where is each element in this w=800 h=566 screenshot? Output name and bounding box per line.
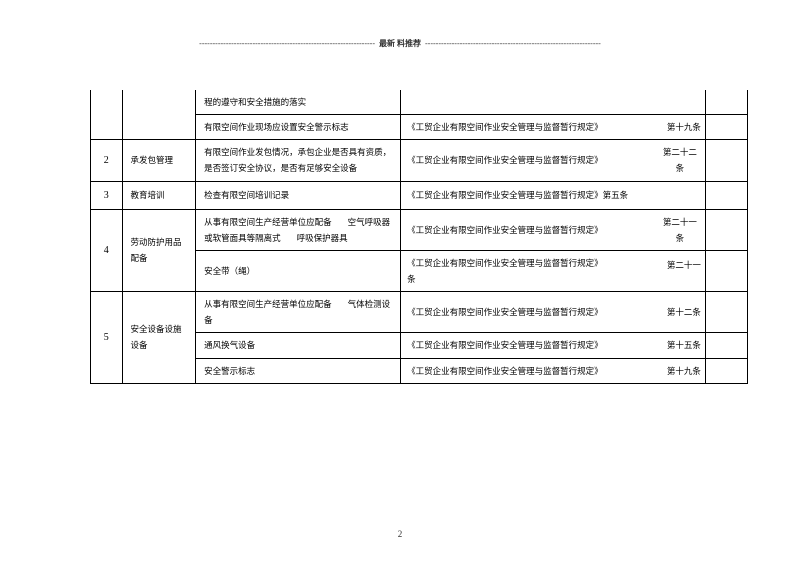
row-article: 第十二条 [653, 292, 706, 333]
row-empty [705, 292, 747, 333]
regulation-table: 程的遵守和安全措施的落实 有限空间作业现场应设置安全警示标志 《工贸企业有限空间… [90, 90, 748, 384]
row-reference: 《工贸企业有限空间作业安全管理与监督暂行规定》 [401, 333, 653, 358]
page-number: 2 [0, 529, 800, 539]
row-description: 有限空间作业发包情况，承包企业是否具有资质，是否签订安全协议，是否有足够安全设备 [196, 140, 401, 181]
row-empty [705, 250, 747, 291]
row-description: 安全警示标志 [196, 358, 401, 383]
row-number: 4 [91, 209, 123, 292]
row-reference: 《工贸企业有限空间作业安全管理与监督暂行规定》 [401, 292, 653, 333]
row-description: 通风换气设备 [196, 333, 401, 358]
row-category [122, 90, 196, 140]
row-number: 2 [91, 140, 123, 181]
table-row: 4 劳动防护用品配备 从事有限空间生产经营单位应配备空气呼吸器或软管面具等隔离式… [91, 209, 748, 250]
row-description: 从事有限空间生产经营单位应配备气体检测设备 [196, 292, 401, 333]
row-empty [705, 333, 747, 358]
row-article: 第十九条 [653, 358, 706, 383]
row-description: 有限空间作业现场应设置安全警示标志 [196, 115, 401, 140]
row-category: 劳动防护用品配备 [122, 209, 196, 292]
row-category: 教育培训 [122, 181, 196, 209]
row-reference: 《工贸企业有限空间作业安全管理与监督暂行规定》条 [401, 250, 653, 291]
row-empty [705, 90, 747, 115]
row-description: 检查有限空间培训记录 [196, 181, 401, 209]
row-empty [705, 209, 747, 250]
row-reference-full: 《工贸企业有限空间作业安全管理与监督暂行规定》第五条 [401, 181, 706, 209]
row-empty [705, 358, 747, 383]
row-article: 第二十一 [653, 250, 706, 291]
row-description: 程的遵守和安全措施的落实 [196, 90, 401, 115]
row-article: 第二十一条 [653, 209, 706, 250]
row-reference: 《工贸企业有限空间作业安全管理与监督暂行规定》 [401, 358, 653, 383]
row-article: 第二十二条 [653, 140, 706, 181]
row-category: 承发包管理 [122, 140, 196, 181]
row-description: 安全带（绳） [196, 250, 401, 291]
header-text: 最新 料推荐 [379, 39, 421, 48]
table-row: 程的遵守和安全措施的落实 [91, 90, 748, 115]
row-reference: 《工贸企业有限空间作业安全管理与监督暂行规定》 [401, 115, 653, 140]
row-number: 3 [91, 181, 123, 209]
row-number [91, 90, 123, 140]
row-empty [705, 115, 747, 140]
row-empty [705, 140, 747, 181]
page-header: 最新 料推荐 [0, 38, 800, 49]
row-empty [705, 181, 747, 209]
main-table-container: 程的遵守和安全措施的落实 有限空间作业现场应设置安全警示标志 《工贸企业有限空间… [90, 90, 748, 384]
row-article [653, 90, 706, 115]
table-row: 2 承发包管理 有限空间作业发包情况，承包企业是否具有资质，是否签订安全协议，是… [91, 140, 748, 181]
table-row: 3 教育培训 检查有限空间培训记录 《工贸企业有限空间作业安全管理与监督暂行规定… [91, 181, 748, 209]
row-description: 从事有限空间生产经营单位应配备空气呼吸器或软管面具等隔离式呼吸保护器具 [196, 209, 401, 250]
row-number: 5 [91, 292, 123, 384]
row-reference: 《工贸企业有限空间作业安全管理与监督暂行规定》 [401, 140, 653, 181]
row-article: 第十五条 [653, 333, 706, 358]
table-row: 5 安全设备设施设备 从事有限空间生产经营单位应配备气体检测设备 《工贸企业有限… [91, 292, 748, 333]
row-article: 第十九条 [653, 115, 706, 140]
row-reference [401, 90, 653, 115]
row-category: 安全设备设施设备 [122, 292, 196, 384]
row-reference: 《工贸企业有限空间作业安全管理与监督暂行规定》 [401, 209, 653, 250]
